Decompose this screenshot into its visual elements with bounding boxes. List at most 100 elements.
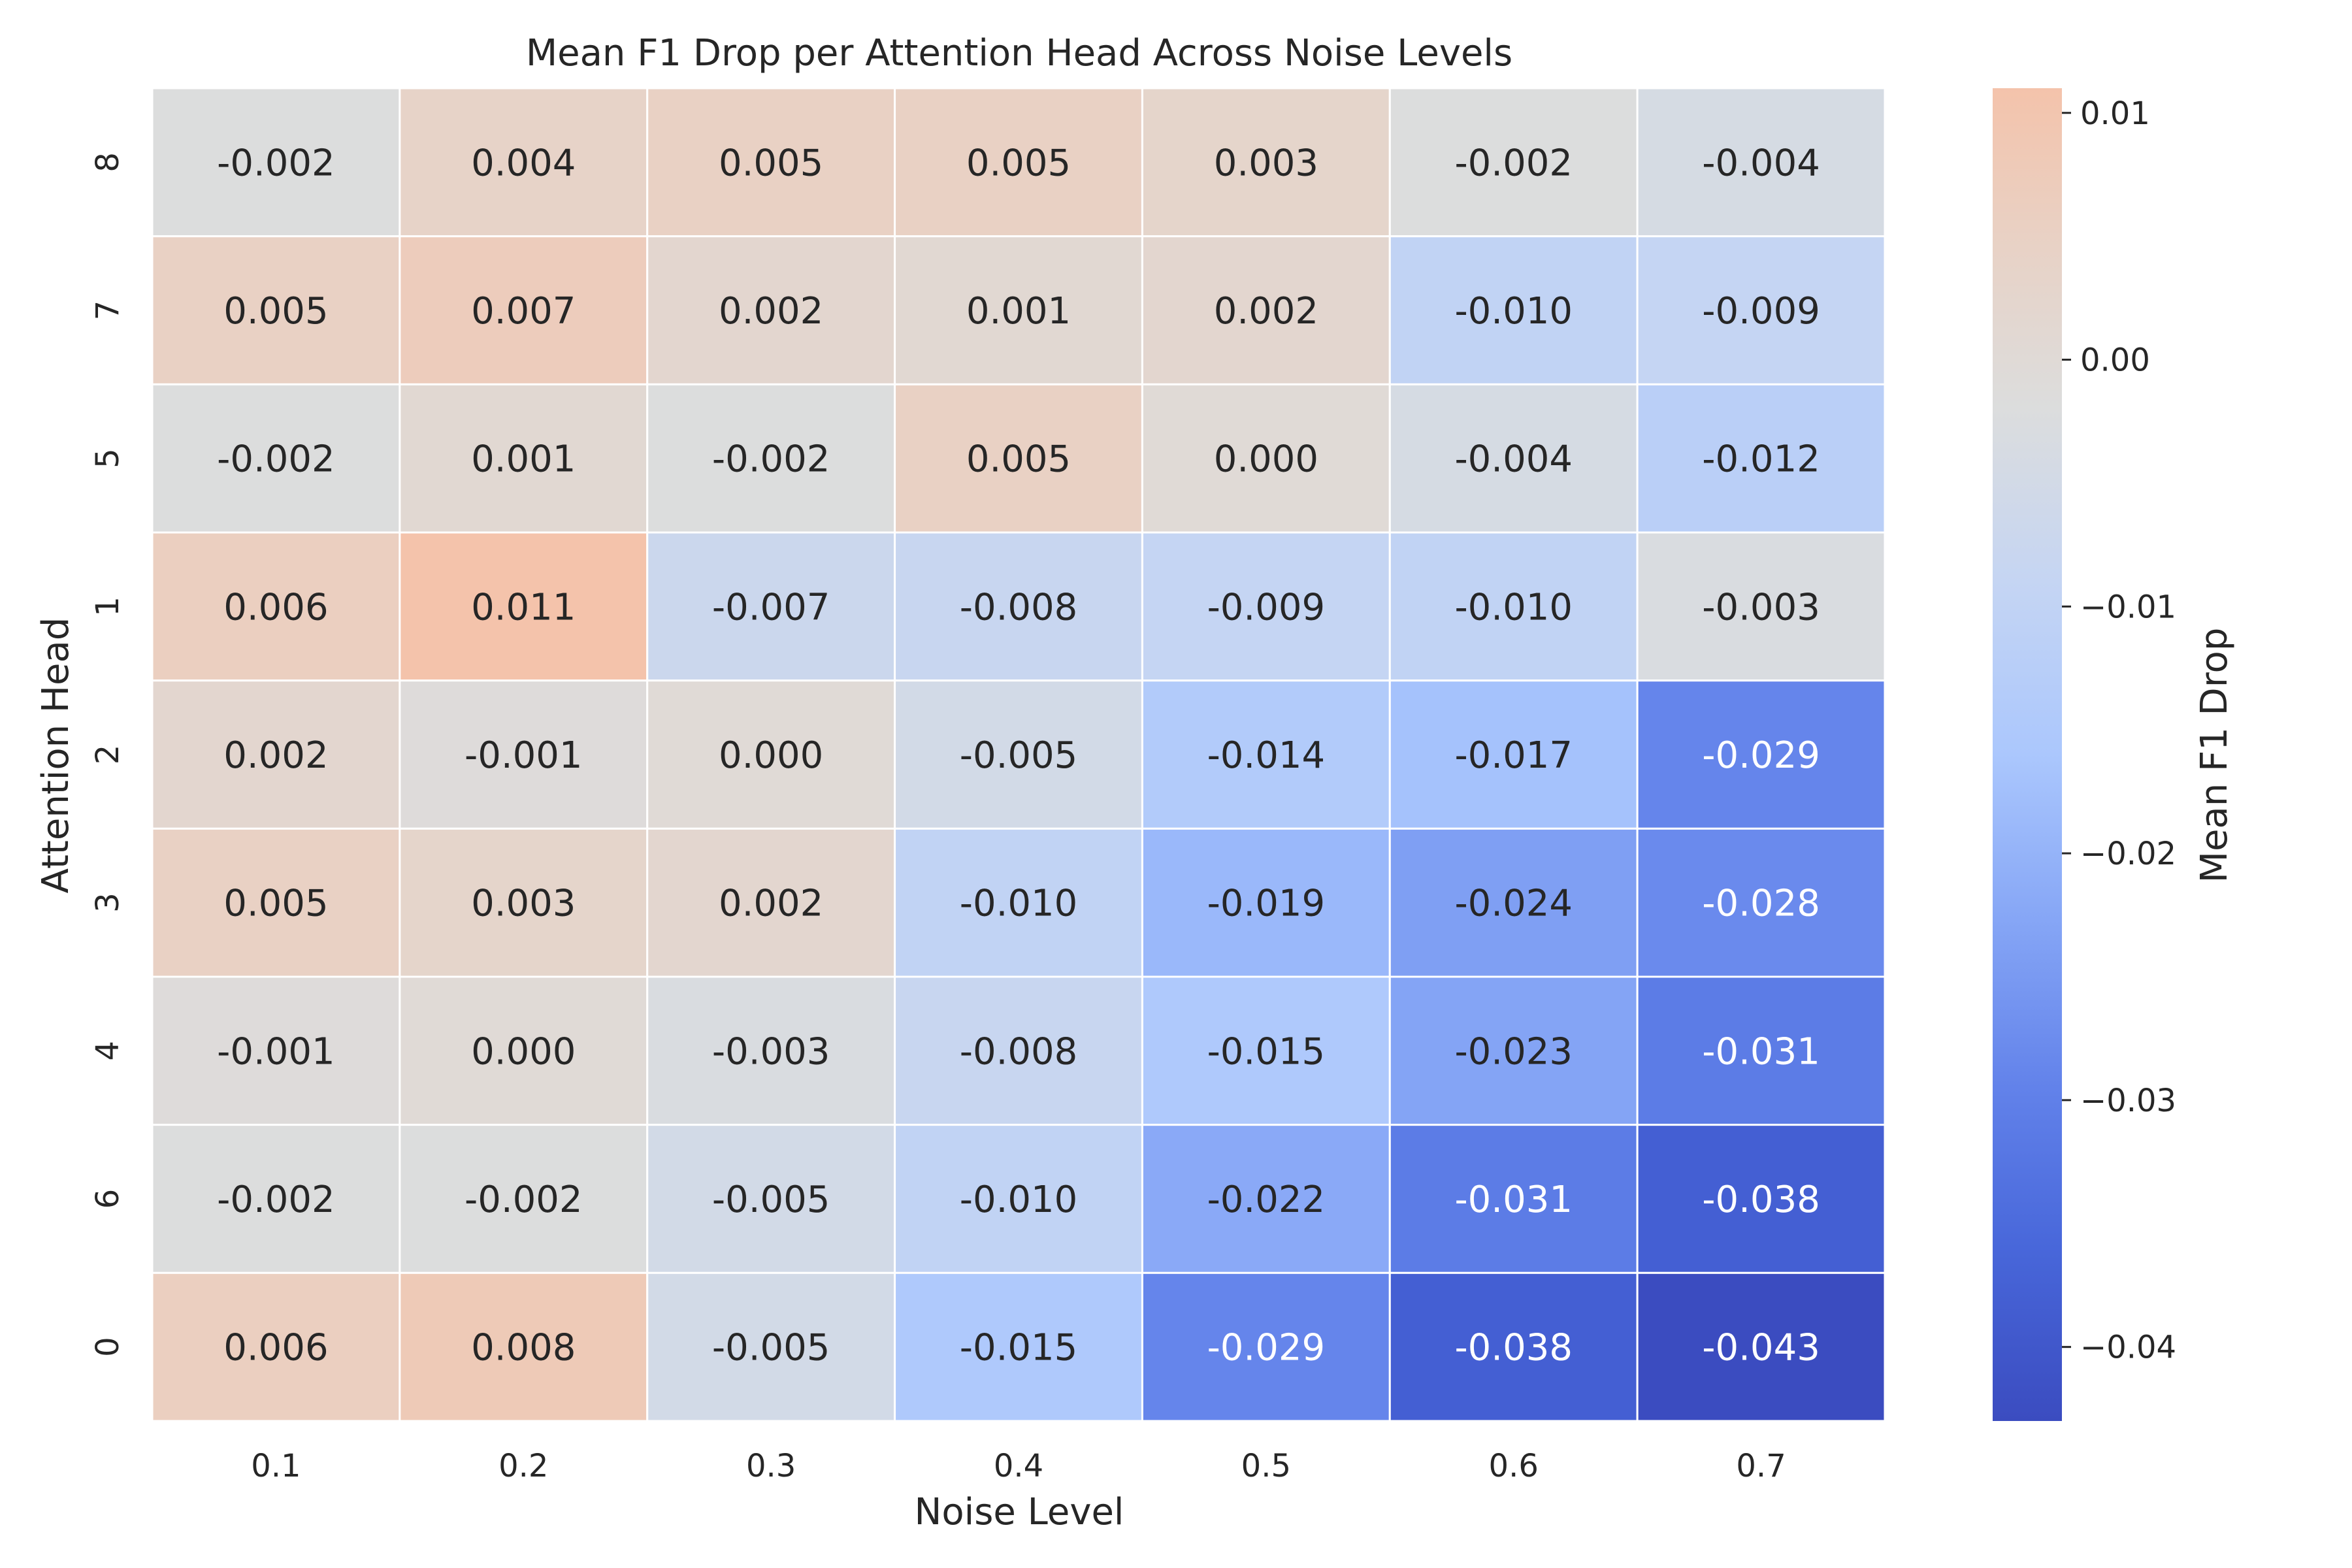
heatmap-cell bbox=[399, 1124, 649, 1274]
heatmap-cell bbox=[151, 975, 401, 1126]
y-tick-label: 3 bbox=[90, 892, 126, 913]
heatmap-cells bbox=[151, 87, 1886, 1422]
x-axis-label: Noise Level bbox=[915, 1491, 1124, 1533]
heatmap-cell-label: -0.031 bbox=[1702, 1030, 1820, 1073]
heatmap-cell bbox=[1636, 1271, 1886, 1422]
heatmap-cell bbox=[1388, 975, 1639, 1126]
heatmap-cell-label: -0.008 bbox=[960, 1030, 1078, 1073]
heatmap-cell-label: 0.006 bbox=[223, 586, 328, 629]
heatmap-cell bbox=[151, 827, 401, 978]
heatmap-cell-label: -0.002 bbox=[217, 1179, 335, 1221]
heatmap-cell-label: -0.009 bbox=[1702, 290, 1820, 333]
colorbar-tick-label: 0.00 bbox=[2080, 342, 2150, 379]
heatmap-cell bbox=[646, 1271, 896, 1422]
heatmap-cell bbox=[151, 383, 401, 534]
heatmap-cell bbox=[1636, 679, 1886, 830]
colorbar-tick-label: −0.02 bbox=[2080, 836, 2176, 872]
heatmap-cell-label: 0.003 bbox=[471, 883, 576, 925]
heatmap-cell bbox=[151, 1124, 401, 1274]
heatmap-cell-label: -0.002 bbox=[217, 438, 335, 481]
heatmap-cell bbox=[1141, 383, 1391, 534]
y-tick-label: 1 bbox=[90, 596, 126, 617]
heatmap-cell bbox=[894, 975, 1143, 1126]
heatmap-cell bbox=[646, 235, 896, 385]
heatmap-cell-label: -0.014 bbox=[1207, 734, 1326, 777]
colorbar-label: Mean F1 Drop bbox=[2193, 628, 2236, 883]
heatmap-cell-label: -0.008 bbox=[960, 586, 1078, 629]
heatmap-cell bbox=[151, 531, 401, 682]
heatmap-cell bbox=[1388, 235, 1639, 385]
colorbar-tick-label: 0.01 bbox=[2080, 95, 2150, 132]
heatmap-cell bbox=[894, 531, 1143, 682]
heatmap-cell bbox=[646, 87, 896, 238]
heatmap-cell-label: 0.005 bbox=[966, 438, 1071, 481]
heatmap-cell-label: -0.022 bbox=[1207, 1179, 1326, 1221]
heatmap-cell-label: -0.002 bbox=[465, 1179, 583, 1221]
x-tick-label: 0.2 bbox=[498, 1448, 548, 1484]
heatmap-cell bbox=[1636, 975, 1886, 1126]
heatmap-cell bbox=[1141, 235, 1391, 385]
heatmap-cell-label: 0.002 bbox=[1214, 290, 1318, 333]
heatmap-cell-label: -0.024 bbox=[1454, 883, 1573, 925]
heatmap-cell-label: -0.010 bbox=[960, 1179, 1078, 1221]
heatmap-cell bbox=[399, 531, 649, 682]
heatmap-cell-label: -0.007 bbox=[712, 586, 830, 629]
heatmap-cell-label: -0.028 bbox=[1702, 883, 1820, 925]
heatmap-cell-label: -0.015 bbox=[960, 1327, 1078, 1369]
heatmap-cell bbox=[1388, 531, 1639, 682]
heatmap-cell bbox=[1141, 87, 1391, 238]
y-tick-label: 7 bbox=[90, 301, 126, 321]
heatmap-cell-label: 0.002 bbox=[719, 883, 823, 925]
chart-title: Mean F1 Drop per Attention Head Across N… bbox=[526, 32, 1512, 74]
heatmap-cell-labels: -0.002 0.004 0.005 0.005 0.003 -0.002 -0.004 0.… bbox=[217, 142, 1820, 1369]
y-axis-ticks: 8 7 5 1 2 3 4 6 0 bbox=[90, 152, 126, 1357]
y-tick-label: 4 bbox=[90, 1041, 126, 1061]
heatmap-cell-label: 0.002 bbox=[719, 290, 823, 333]
heatmap-cell-label: 0.011 bbox=[471, 586, 576, 629]
heatmap-cell bbox=[1636, 235, 1886, 385]
heatmap-cell-label: -0.017 bbox=[1454, 734, 1573, 777]
heatmap-cell bbox=[399, 1271, 649, 1422]
heatmap-cell-label: -0.031 bbox=[1454, 1179, 1573, 1221]
heatmap-cell-label: -0.038 bbox=[1702, 1179, 1820, 1221]
heatmap-cell-label: -0.029 bbox=[1702, 734, 1820, 777]
heatmap-cell bbox=[1636, 383, 1886, 534]
heatmap-cell-label: -0.023 bbox=[1454, 1030, 1573, 1073]
heatmap-cell-label: 0.007 bbox=[471, 290, 576, 333]
heatmap-cell-label: 0.001 bbox=[966, 290, 1071, 333]
heatmap-cell bbox=[1636, 531, 1886, 682]
y-axis-label: Attention Head bbox=[35, 617, 77, 894]
heatmap-cell bbox=[646, 827, 896, 978]
heatmap-cell-label: -0.043 bbox=[1702, 1327, 1820, 1369]
heatmap-cell-label: 0.005 bbox=[223, 883, 328, 925]
heatmap-cell-label: -0.010 bbox=[1454, 290, 1573, 333]
heatmap-cell bbox=[1388, 1271, 1639, 1422]
heatmap-cell-label: -0.004 bbox=[1702, 142, 1820, 184]
heatmap-cell bbox=[1388, 87, 1639, 238]
heatmap-cell bbox=[1388, 1124, 1639, 1274]
heatmap-cell-label: -0.029 bbox=[1207, 1327, 1326, 1369]
heatmap-cell bbox=[1388, 383, 1639, 534]
heatmap-cell bbox=[399, 827, 649, 978]
heatmap-cell-label: 0.000 bbox=[471, 1030, 576, 1073]
heatmap-cell bbox=[894, 87, 1143, 238]
heatmap-cell-label: -0.010 bbox=[1454, 586, 1573, 629]
heatmap-cell bbox=[151, 679, 401, 830]
heatmap-cell bbox=[1141, 1124, 1391, 1274]
heatmap-cell-label: 0.005 bbox=[719, 142, 823, 184]
y-tick-label: 8 bbox=[90, 152, 126, 172]
heatmap-cell bbox=[894, 1124, 1143, 1274]
heatmap-cell-label: -0.003 bbox=[1702, 586, 1820, 629]
heatmap-cell-label: 0.001 bbox=[471, 438, 576, 481]
heatmap-cell-label: -0.004 bbox=[1454, 438, 1573, 481]
heatmap-cell bbox=[894, 1271, 1143, 1422]
heatmap-cell-label: -0.009 bbox=[1207, 586, 1326, 629]
heatmap-cell-label: 0.003 bbox=[1214, 142, 1318, 184]
heatmap-cell bbox=[151, 87, 401, 238]
heatmap-cell bbox=[1141, 975, 1391, 1126]
y-tick-label: 2 bbox=[90, 745, 126, 765]
y-tick-label: 0 bbox=[90, 1337, 126, 1357]
heatmap-cell bbox=[646, 679, 896, 830]
heatmap-cell-label: -0.001 bbox=[217, 1030, 335, 1073]
